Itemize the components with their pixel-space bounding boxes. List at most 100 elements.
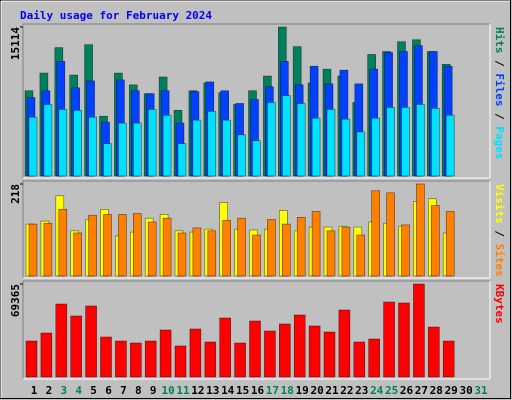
bar [368,338,381,378]
x-tick-label: 19 [296,384,309,397]
bar [115,340,127,378]
bar [118,122,127,177]
bar [207,230,217,277]
x-tick-label: 3 [60,384,67,397]
bar [278,323,291,378]
x-tick-label: 6 [105,384,112,397]
legend: Hits / Files / Pages [493,27,506,160]
bar [25,340,38,378]
x-tick-label: 15 [236,384,249,397]
legend-entry: Visits [493,184,506,224]
bar [58,109,68,177]
x-tick-label: 17 [266,384,279,397]
bar [371,117,381,177]
x-tick-label: 11 [176,384,190,397]
x-tick-label: 21 [325,384,339,397]
bar [371,190,381,277]
x-tick-label: 25 [385,384,398,397]
bar [323,331,336,378]
x-tick-label: 29 [445,384,458,397]
legend-entry: Files [493,73,506,106]
bar [383,301,395,378]
bar [147,221,157,277]
bar [43,222,53,277]
bar [341,226,351,277]
bar [267,102,276,177]
bar [133,213,142,277]
bar [40,332,53,378]
bar [249,320,261,378]
bar [445,114,455,177]
bar [73,232,82,277]
bar [174,345,187,378]
bar [281,95,291,177]
bar [43,104,53,177]
x-tick-label: 22 [340,384,353,397]
legend-entry: KBytes [493,284,506,324]
bar [133,122,142,177]
legend-separator: / [493,224,506,244]
x-tick-label: 20 [310,384,323,397]
bar [85,305,97,378]
bar [55,303,68,378]
bar [398,302,410,378]
x-tick-label: 5 [90,384,97,397]
bar [192,227,202,277]
bar [130,342,142,378]
bar [219,317,231,378]
bar [28,116,38,177]
bar [356,234,366,277]
y-tick-label: 15114 [9,27,22,60]
bar [204,341,217,378]
bar [326,109,336,177]
bar [445,211,455,277]
bar [159,329,172,378]
bar [296,103,306,177]
legend: Visits / Sites [493,184,506,277]
x-tick-label: 8 [135,384,142,397]
x-tick-label: 30 [459,384,472,397]
bar [162,217,172,277]
bar [88,116,97,177]
bar [234,342,246,378]
bar [430,205,440,277]
x-tick-label: 23 [355,384,368,397]
legend-entry: Pages [493,126,506,159]
bar [386,192,395,277]
bar [58,209,68,277]
x-tick-label: 2 [46,384,53,397]
bar [118,214,127,277]
bar [177,143,187,177]
bar [341,118,351,177]
bar [413,283,425,378]
x-tick-label: 10 [161,384,174,397]
bar [264,330,276,378]
bar [401,107,410,177]
bar [70,315,82,378]
x-tick-label: 4 [75,384,82,397]
x-tick-label: 31 [474,384,488,397]
x-tick-label: 1 [31,384,38,397]
bar [311,211,321,277]
bar [356,131,366,177]
bar [338,309,351,378]
bar [293,314,306,378]
y-tick-label: 69365 [9,284,22,317]
legend-entry: Hits [493,27,506,54]
bar [252,140,261,177]
bar [427,326,440,378]
y-tick-label: 218 [9,184,22,204]
bar [103,143,112,177]
x-tick-label: 26 [400,384,414,397]
chart-title: Daily usage for February 2024 [20,9,212,22]
bar [73,110,82,177]
bar [311,117,321,177]
bar [100,336,112,378]
x-tick-label: 13 [206,384,219,397]
x-tick-label: 14 [221,384,235,397]
bar [147,109,157,177]
x-tick-label: 7 [120,384,127,397]
bar [430,108,440,177]
bar [222,119,231,177]
bar [222,219,231,277]
